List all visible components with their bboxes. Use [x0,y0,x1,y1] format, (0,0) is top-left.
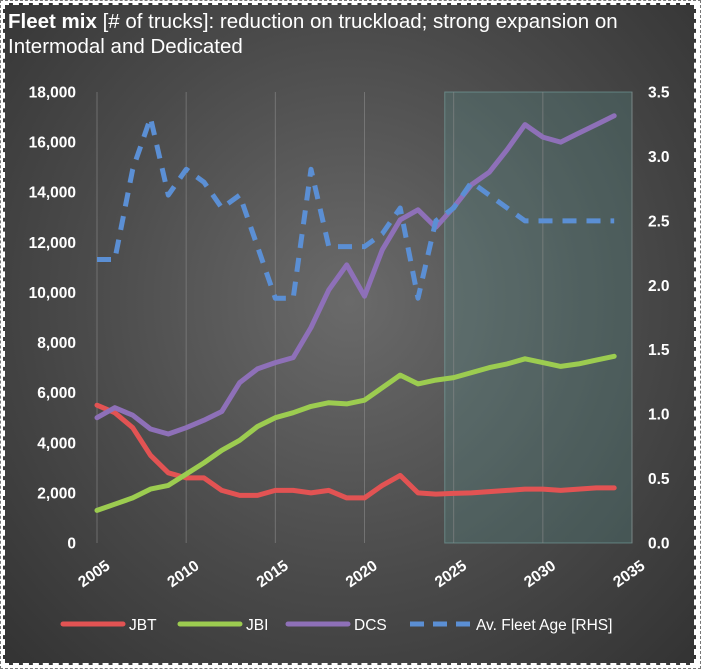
axis-ticks: 0 2,000 4,000 6,000 8,000 10,000 12,000 14,000 1… [29,85,670,592]
x-tick-label: 2030 [521,557,559,591]
chart-title: Fleet mix [# of trucks]: reduction on tr… [8,9,696,59]
x-tick-label: 2025 [432,557,470,591]
x-tick-label: 2005 [75,557,113,591]
y2-tick-label: 0.0 [648,536,670,553]
series-line-dcs [94,113,617,437]
series-line-jbi [94,353,617,513]
y2-tick-label: 1.5 [648,342,670,359]
gridlines [96,92,633,543]
y-tick-label: 2,000 [37,485,76,502]
x-tick-label: 2020 [343,557,381,591]
y2-tick-label: 3.0 [648,149,670,166]
x-tick-label: 2035 [610,557,648,591]
y2-tick-label: 2.5 [648,213,670,230]
x-tick-label: 2015 [254,557,292,591]
y2-tick-label: 1.0 [648,407,670,424]
legend-label: JBT [129,617,157,634]
chart-title-bold: Fleet mix [8,10,97,33]
projection-shading-layer [444,91,633,544]
x-tick-label: 2010 [164,557,202,591]
y-tick-label: 16,000 [29,135,76,152]
y2-tick-label: 2.0 [648,278,670,295]
legend-label: JBI [246,617,268,634]
chart-panel [3,3,696,665]
y-tick-label: 6,000 [37,385,76,402]
y-tick-label: 4,000 [37,435,76,452]
y-tick-label: 8,000 [37,335,76,352]
series-lines [94,113,617,513]
y2-tick-label: 0.5 [648,471,670,488]
y-tick-label: 0 [67,536,76,553]
chart-title-rest: [# of trucks]: reduction on truckload; s… [8,10,618,58]
legend: JBT JBI DCS Av. Fleet Age [RHS] [60,617,612,634]
projection-shading [444,91,633,544]
legend-label: DCS [354,617,387,634]
y-tick-label: 10,000 [29,285,76,302]
y-tick-label: 14,000 [29,185,76,202]
series-line-av-fleet-age-rhs [97,115,615,301]
legend-label: Av. Fleet Age [RHS] [476,617,612,634]
y-tick-label: 12,000 [29,235,76,252]
y-tick-label: 18,000 [29,85,76,102]
y2-tick-label: 3.5 [648,85,670,102]
